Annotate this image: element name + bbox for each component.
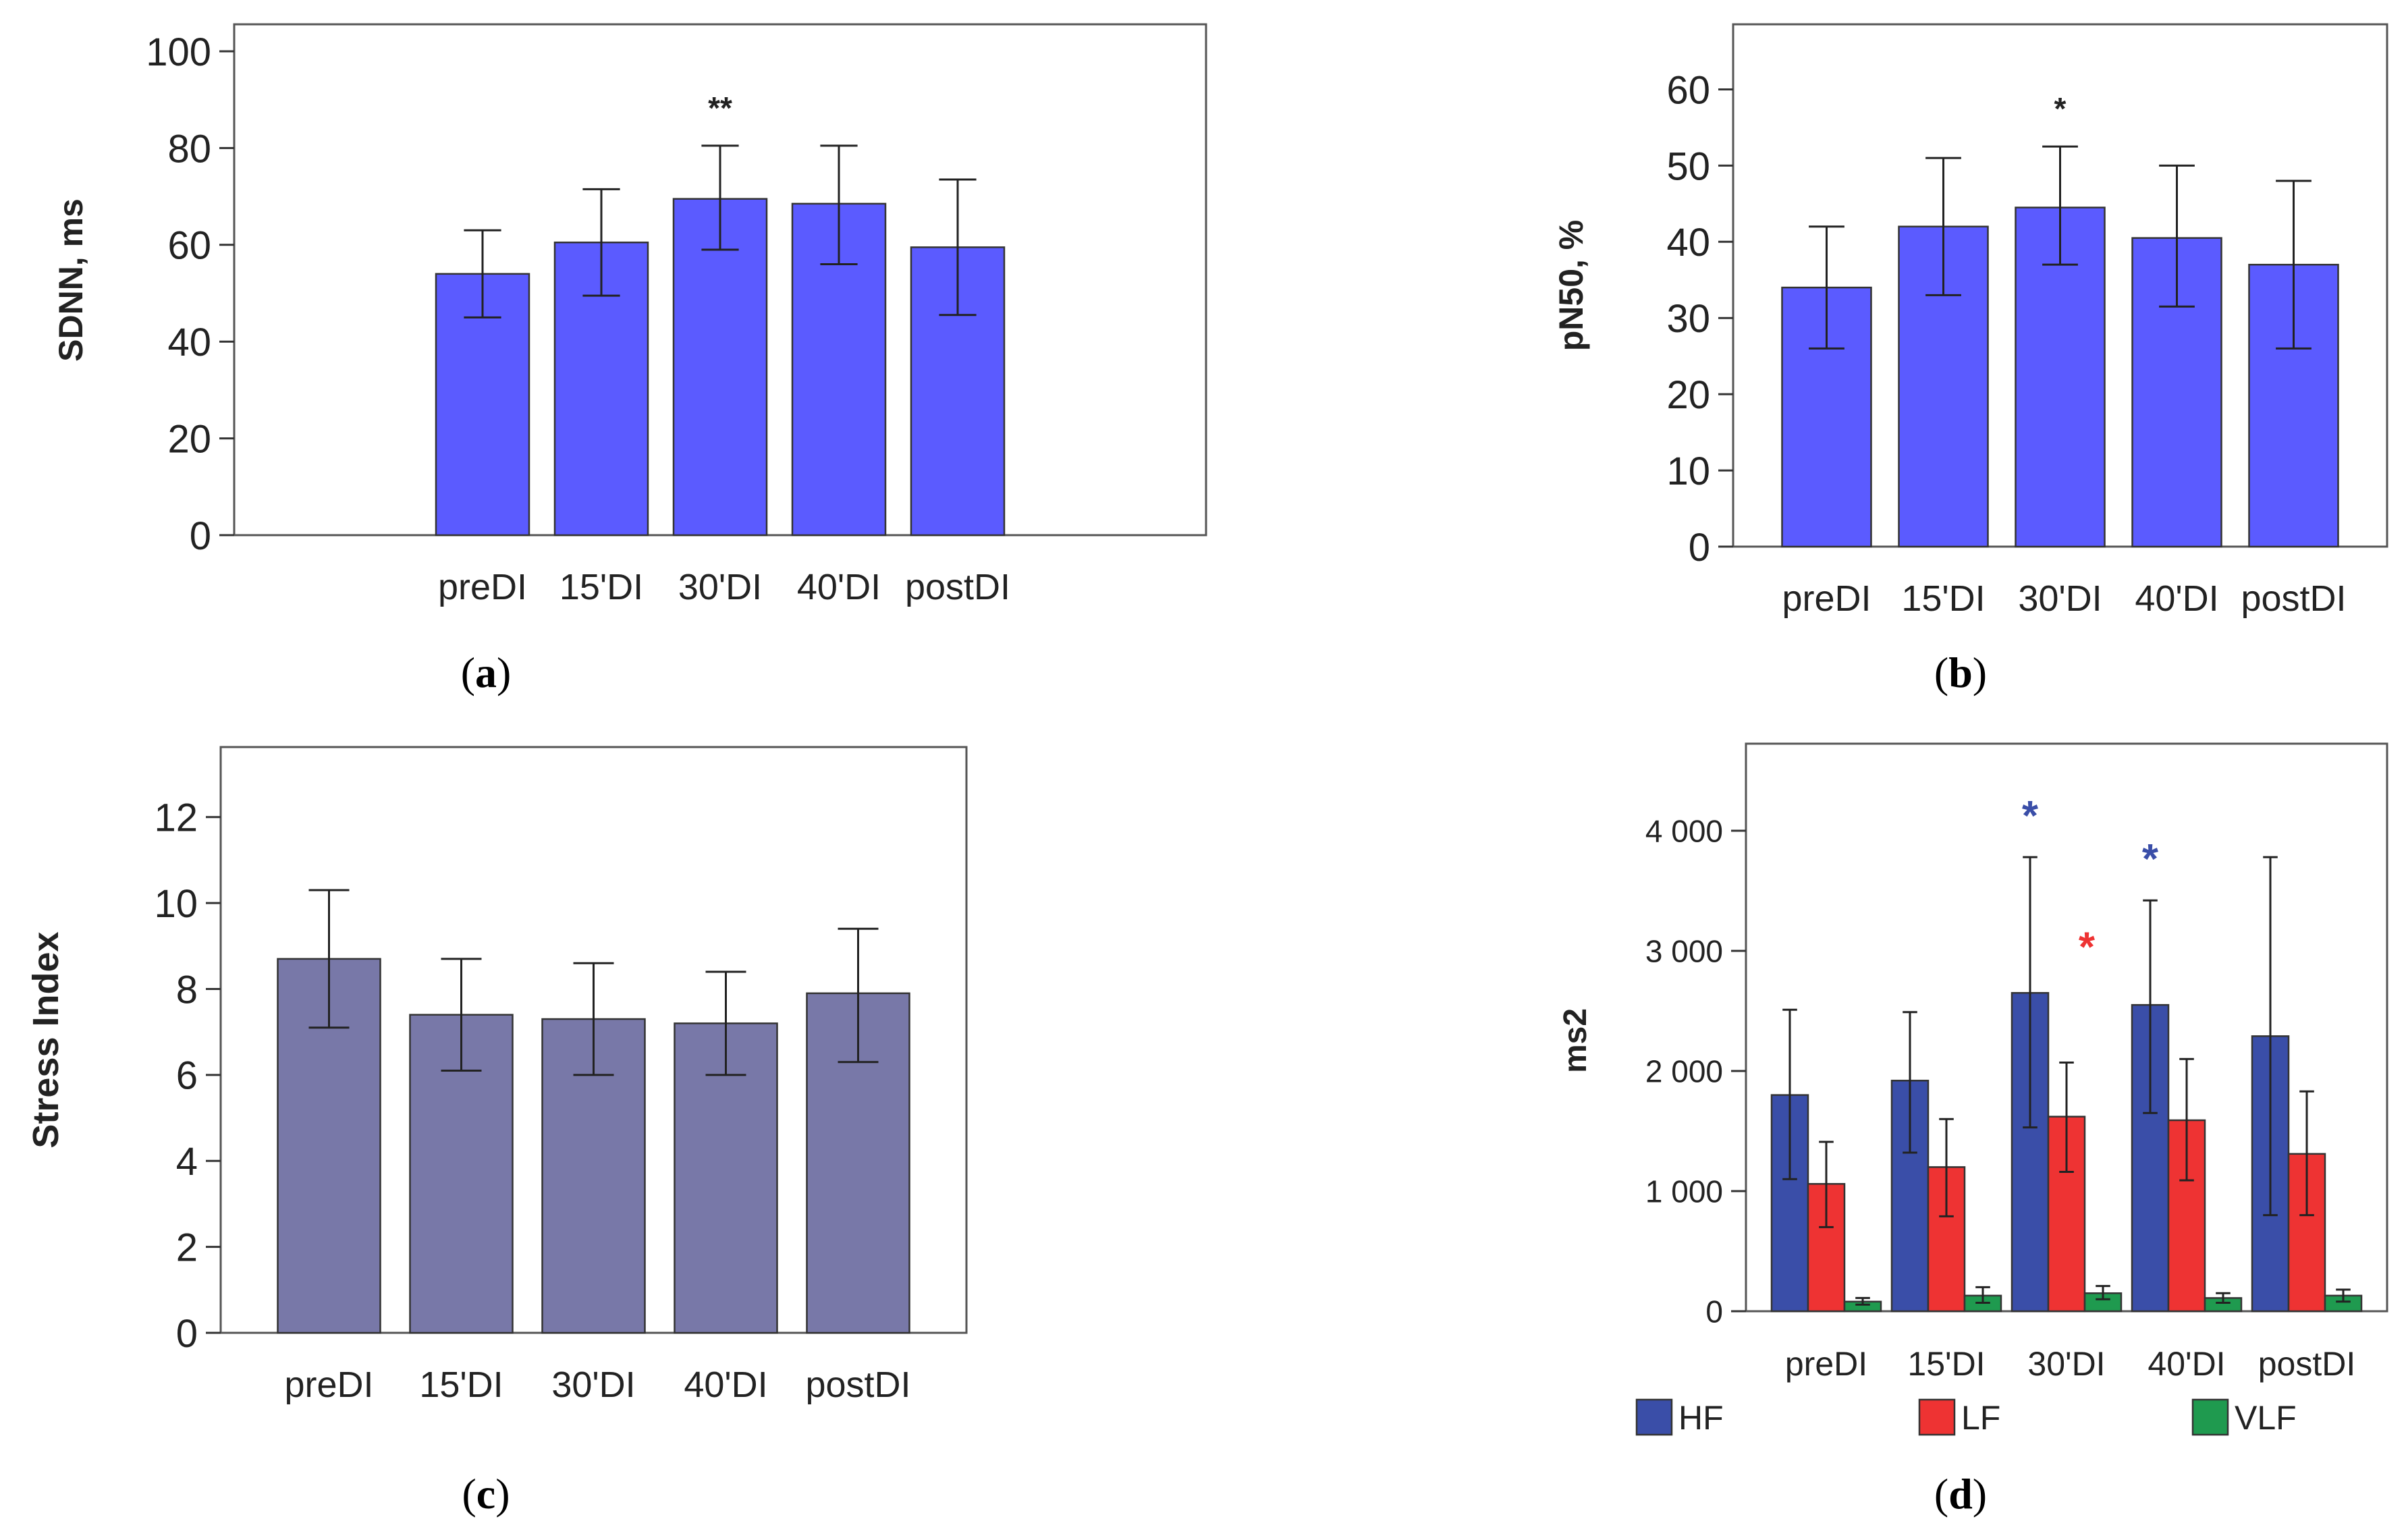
significance-marker: * xyxy=(2142,836,2159,883)
x-tick-label: 15'DI xyxy=(1901,578,1985,619)
bar xyxy=(2011,992,2050,1313)
x-tick-label: postDI xyxy=(905,567,1010,607)
y-tick-label: 12 xyxy=(154,796,198,840)
y-tick-label: 3 000 xyxy=(1645,934,1723,969)
legend-swatch xyxy=(2191,1398,2229,1436)
y-tick-label: 4 000 xyxy=(1645,814,1723,849)
x-tick-label: 40'DI xyxy=(2148,1345,2225,1383)
y-tick-label: 10 xyxy=(154,882,198,926)
x-tick-label: 30'DI xyxy=(2027,1345,2105,1383)
legend-label: HF xyxy=(1678,1399,1724,1437)
y-tick-label: 0 xyxy=(176,1312,198,1356)
x-tick-label: 40'DI xyxy=(797,567,881,607)
y-axis-label: ms2 xyxy=(1558,1008,1593,1073)
y-tick-label: 6 xyxy=(176,1054,198,1098)
y-tick-label: 2 xyxy=(176,1226,198,1269)
x-tick-label: 40'DI xyxy=(2135,578,2218,619)
significance-marker: * xyxy=(2022,793,2039,840)
y-tick-label: 2 000 xyxy=(1645,1054,1723,1089)
legend-swatch xyxy=(1635,1398,1673,1436)
chart-panel-b: 0 10 20 30 40 50 60 pN50, % preDI 15'DI * 30'DI 40'D… xyxy=(1552,23,2388,696)
y-tick-label: 50 xyxy=(1666,144,1710,188)
significance-marker: * xyxy=(2079,925,2096,971)
y-tick-label: 10 xyxy=(1666,449,1710,493)
x-tick-label: preDI xyxy=(438,567,527,607)
y-tick-label: 8 xyxy=(176,968,198,1012)
x-tick-label: 15'DI xyxy=(419,1365,503,1405)
x-tick-label: postDI xyxy=(805,1365,910,1405)
x-tick-label: 15'DI xyxy=(1907,1345,1985,1383)
y-tick-label: 40 xyxy=(167,321,211,364)
x-tick-label: 30'DI xyxy=(2018,578,2102,619)
y-tick-label: 30 xyxy=(1666,297,1710,341)
x-tick-label: preDI xyxy=(1782,578,1871,619)
x-tick-label: postDI xyxy=(2241,578,2346,619)
y-tick-label: 1 000 xyxy=(1645,1174,1723,1209)
panel-caption: (a) xyxy=(461,649,512,696)
y-tick-label: 0 xyxy=(1689,526,1710,570)
x-tick-label: preDI xyxy=(1785,1345,1867,1383)
y-tick-label: 4 xyxy=(176,1140,198,1184)
x-tick-label: postDI xyxy=(2258,1345,2356,1383)
panel-caption: (d) xyxy=(1934,1470,1987,1518)
legend-label: VLF xyxy=(2235,1399,2297,1437)
panel-caption: (b) xyxy=(1934,649,1987,696)
significance-marker: ** xyxy=(708,90,732,126)
chart-panel-a: 0 20 40 60 80 100 SDNN, ms preDI 15'DI ** 30'DI 40'… xyxy=(52,23,1207,696)
y-tick-label: 20 xyxy=(1666,373,1710,417)
significance-marker: * xyxy=(2054,91,2067,126)
y-tick-label: 60 xyxy=(1666,68,1710,112)
y-axis-label: Stress Index xyxy=(26,931,66,1148)
y-tick-label: 0 xyxy=(190,514,211,558)
x-tick-label: 40'DI xyxy=(684,1365,767,1405)
y-tick-label: 40 xyxy=(1666,221,1710,265)
legend-label: LF xyxy=(1961,1399,2000,1437)
y-tick-label: 80 xyxy=(167,127,211,171)
y-tick-label: 100 xyxy=(146,30,211,74)
x-tick-label: 15'DI xyxy=(559,567,643,607)
bar xyxy=(672,198,768,537)
x-tick-label: 30'DI xyxy=(551,1365,635,1405)
x-tick-label: preDI xyxy=(284,1365,373,1405)
y-axis-label: pN50, % xyxy=(1552,220,1590,352)
y-tick-label: 0 xyxy=(1705,1294,1723,1329)
chart-panel-c: 0 2 4 6 8 10 12 Stress Index preDI 15'DI 30'DI 40'D… xyxy=(26,746,968,1518)
chart-panel-d: 0 1 000 2 000 3 000 4 000 ms2 preDI 15'DI * * 30'D… xyxy=(1558,742,2388,1518)
y-axis-label: SDNN, ms xyxy=(52,198,90,362)
x-tick-label: 30'DI xyxy=(678,567,762,607)
legend-swatch xyxy=(1918,1398,1956,1436)
y-tick-label: 60 xyxy=(167,224,211,268)
y-tick-label: 20 xyxy=(167,417,211,461)
panel-caption: (c) xyxy=(462,1470,510,1518)
